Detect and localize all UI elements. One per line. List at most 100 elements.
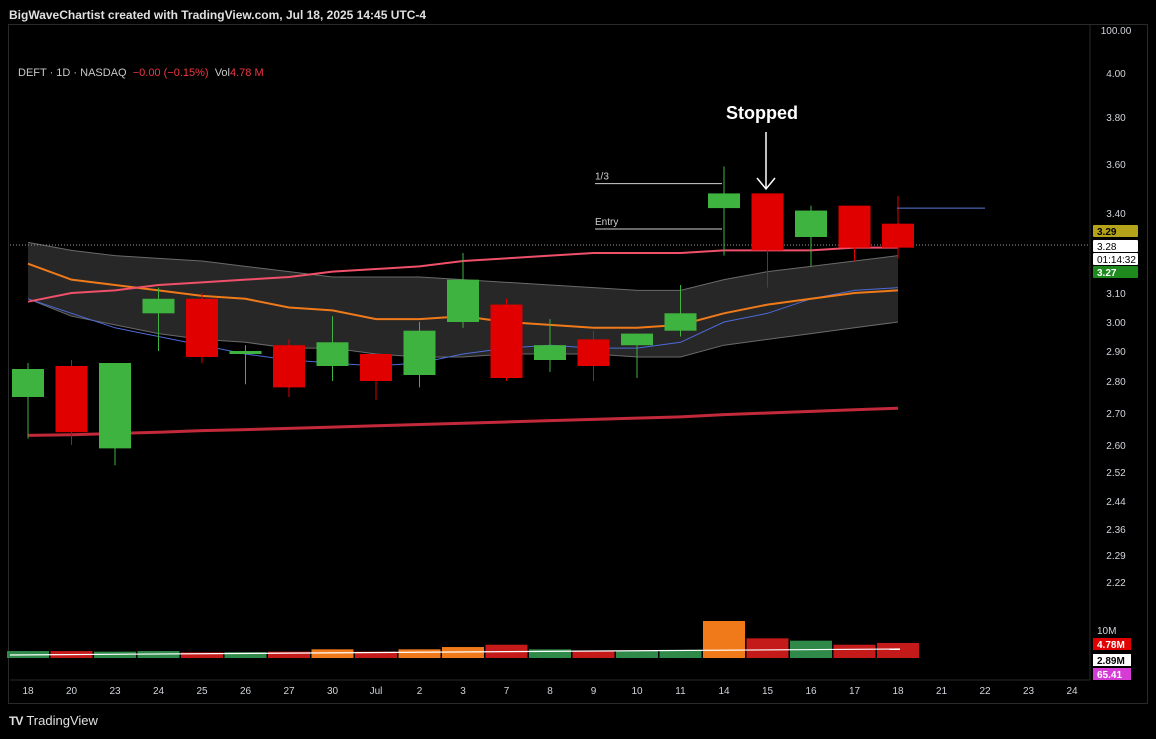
price-axis-tick: 2.52 — [1106, 468, 1126, 479]
time-axis-tick: 18 — [892, 686, 904, 697]
candle-body — [273, 345, 305, 388]
candle-body — [795, 210, 827, 237]
time-axis-tick: 22 — [979, 686, 991, 697]
price-axis-tick: 2.70 — [1106, 409, 1126, 420]
time-axis-tick: 18 — [22, 686, 34, 697]
volume-bar — [833, 644, 876, 658]
time-axis-tick: 17 — [849, 686, 861, 697]
price-change: −0.00 (−0.15%) — [132, 67, 209, 79]
time-axis-tick: 8 — [547, 686, 553, 697]
candle-body — [142, 298, 175, 314]
time-axis-tick: 30 — [327, 686, 339, 697]
volume-bar — [181, 652, 223, 658]
price-axis-tick: 3.10 — [1106, 289, 1126, 300]
price-axis-tick: 4.00 — [1106, 69, 1126, 80]
volume-bar — [572, 650, 615, 658]
price-label-box — [1093, 225, 1138, 237]
attribution-text: BigWaveChartist created with TradingView… — [9, 8, 427, 22]
price-axis-tick: 3.80 — [1106, 113, 1126, 124]
price-label-text: 3.29 — [1097, 227, 1117, 238]
price-axis-tick: 3.40 — [1106, 209, 1126, 220]
volume-bar — [355, 651, 397, 658]
symbol-label[interactable]: DEFT · 1D · NASDAQ — [18, 67, 127, 79]
volume-bar — [224, 652, 267, 658]
price-axis-tick: 2.29 — [1106, 551, 1126, 562]
candle-body — [55, 366, 88, 433]
stopped-arrow-head — [756, 177, 776, 191]
volume-label: Vol — [214, 67, 230, 79]
price-label-box — [1093, 240, 1138, 252]
candle-body — [403, 330, 436, 375]
fast-moving-average — [27, 287, 899, 367]
price-axis-tick: 3.60 — [1106, 160, 1126, 171]
price-label-text: 3.28 — [1097, 242, 1117, 253]
volume-average-line — [9, 648, 901, 656]
time-axis-tick: 2 — [417, 686, 423, 697]
candle-body — [577, 339, 610, 366]
candle-body — [751, 193, 784, 251]
price-axis-tick: 2.90 — [1106, 347, 1126, 358]
volume-label-box — [1093, 638, 1131, 650]
volume-bar — [703, 621, 745, 658]
volume-bar — [659, 649, 702, 658]
price-axis-tick: 2.22 — [1106, 578, 1126, 589]
volume-label-text: 65.41 — [1097, 670, 1122, 681]
volume-bar — [529, 649, 571, 658]
long-moving-average — [27, 406, 899, 437]
candle-body — [12, 369, 44, 397]
volume-value: 4.78 M — [229, 67, 264, 79]
time-axis-tick: 11 — [675, 686, 686, 697]
price-label-box — [1093, 253, 1138, 265]
time-axis-tick: 24 — [1066, 686, 1078, 697]
time-axis-tick: 23 — [1023, 686, 1035, 697]
price-label-text: 3.27 — [1097, 268, 1117, 279]
price-label-box — [1093, 266, 1138, 278]
tradingview-footer[interactable]: TV TradingView — [9, 713, 98, 728]
entry-label: Entry — [595, 217, 618, 228]
price-axis-tick: 2.36 — [1106, 525, 1126, 536]
tradingview-logo-icon: TV — [9, 713, 23, 728]
volume-bar — [746, 638, 789, 658]
candle-body — [534, 345, 566, 360]
time-axis-tick: 7 — [504, 686, 510, 697]
time-axis-tick: 3 — [460, 686, 466, 697]
volume-label-text: 4.78M — [1097, 640, 1125, 651]
price-axis-tick: 2.44 — [1106, 497, 1126, 508]
time-axis-tick: 24 — [153, 686, 165, 697]
stopped-annotation: Stopped — [726, 103, 798, 123]
volume-label-text: 2.89M — [1097, 656, 1125, 667]
candle-body — [360, 354, 392, 381]
symbol-legend: DEFT · 1D · NASDAQ −0.00 (−0.15%) Vol4.7… — [18, 67, 264, 79]
volume-bar — [398, 649, 441, 658]
time-axis-tick: 9 — [591, 686, 597, 697]
volume-label-box — [1093, 668, 1131, 680]
time-axis-tick: 23 — [109, 686, 121, 697]
time-axis-tick: 20 — [66, 686, 78, 697]
time-axis-tick: 16 — [805, 686, 817, 697]
candle-body — [838, 205, 871, 248]
band-lower-line — [27, 298, 899, 358]
volume-bar — [877, 642, 919, 658]
volume-bar — [268, 651, 310, 658]
candle-body — [229, 351, 262, 354]
brand-name: TradingView — [26, 713, 98, 728]
price-axis-tick: 100.00 — [1101, 26, 1132, 37]
time-axis-tick: 10 — [631, 686, 643, 697]
price-axis-tick: 2.60 — [1106, 441, 1126, 452]
candle-body — [186, 298, 218, 357]
price-axis-tick: 3.00 — [1106, 318, 1126, 329]
time-axis-tick: 15 — [762, 686, 774, 697]
candle-body — [664, 313, 697, 331]
chart-frame — [8, 24, 1148, 704]
time-axis-tick: Jul — [370, 686, 383, 697]
candle-body — [99, 363, 131, 449]
volume-bar — [616, 651, 658, 658]
volume-label-text: 10M — [1097, 626, 1116, 637]
candle-body — [708, 193, 740, 209]
price-axis-tick: 2.80 — [1106, 377, 1126, 388]
candle-body — [316, 342, 349, 366]
candle-body — [447, 279, 479, 322]
time-axis-tick: 25 — [196, 686, 208, 697]
time-axis-tick: 27 — [283, 686, 295, 697]
